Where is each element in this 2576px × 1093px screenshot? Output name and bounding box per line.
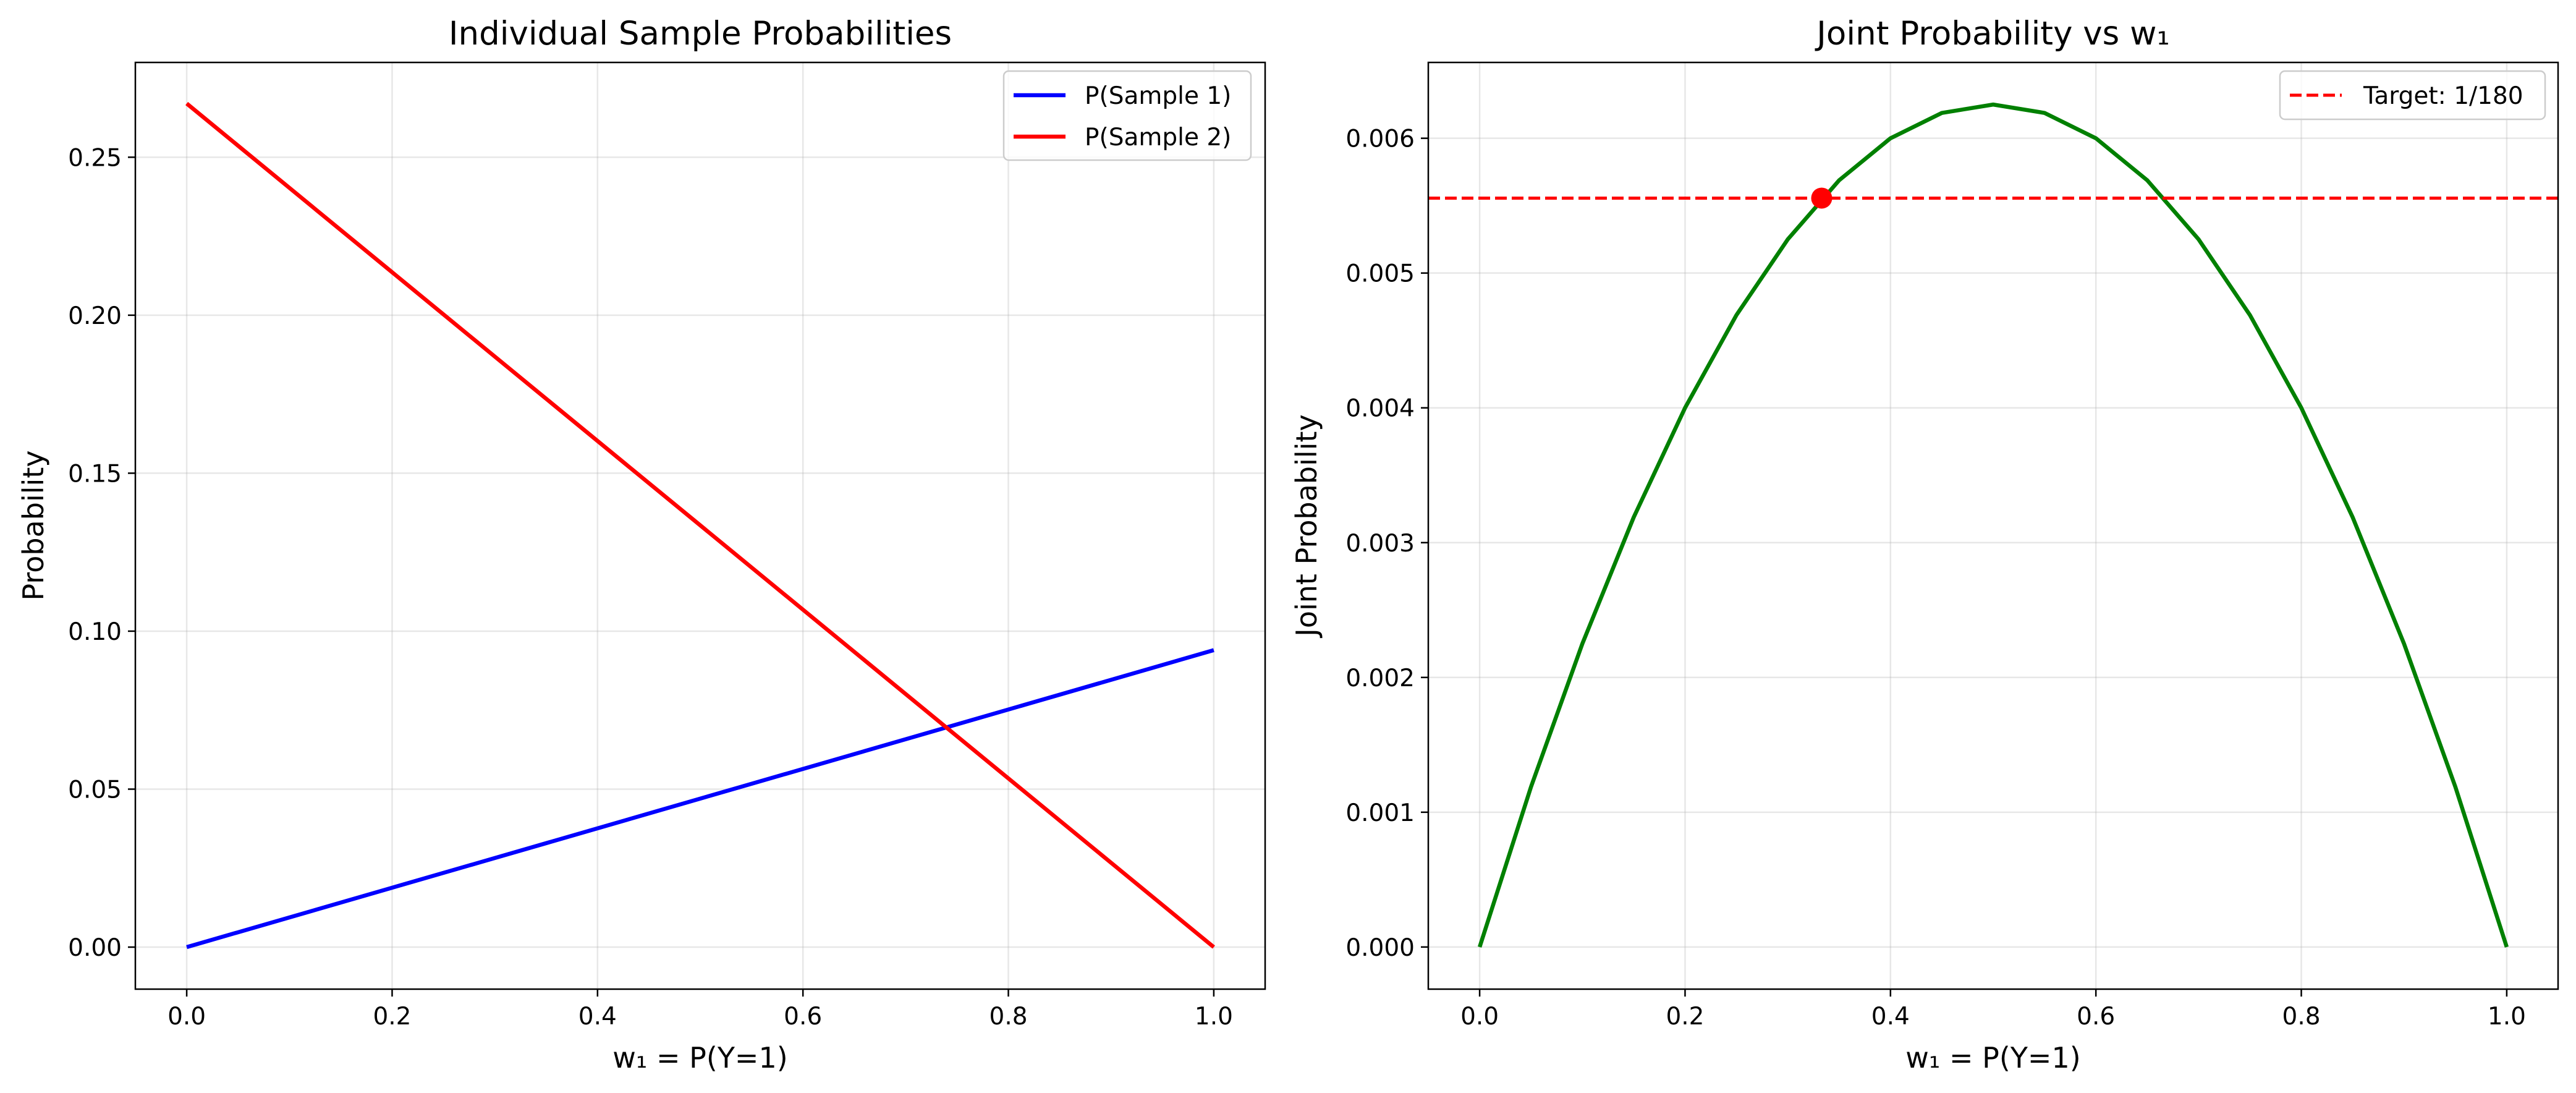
right-x-tick-label: 0.2 [1666, 1003, 1704, 1031]
right-plot-frame [1427, 61, 2559, 990]
right-x-tick-label: 0.0 [1460, 1003, 1499, 1031]
right-y-ticks: 0.000 0.001 0.002 0.003 0.004 0.005 0.006 [1345, 125, 1428, 962]
left-x-tick-label: 0.2 [373, 1003, 411, 1031]
left-chart-title: Individual Sample Probabilities [449, 15, 952, 53]
right-y-tick-label: 0.006 [1345, 125, 1415, 153]
right-x-tick-label: 0.8 [2282, 1003, 2321, 1031]
left-x-ticks: 0.0 0.2 0.4 0.6 0.8 1.0 [167, 989, 1233, 1031]
right-y-tick-label: 0.004 [1345, 395, 1415, 423]
left-y-tick-label: 0.25 [68, 144, 122, 172]
right-x-tick-label: 0.4 [1871, 1003, 1910, 1031]
left-chart: 0.0 0.2 0.4 0.6 0.8 1.0 0.000.050.100.150.200… [17, 15, 1266, 1074]
left-x-tick-label: 1.0 [1195, 1003, 1233, 1031]
left-y-tick-label: 0.15 [68, 460, 122, 488]
right-y-tick-label: 0.002 [1345, 665, 1415, 692]
left-series-line-1 [186, 648, 1214, 950]
left-y-axis-label: Probability [17, 450, 50, 600]
left-series-line-2 [185, 101, 1215, 949]
left-x-tick-label: 0.0 [167, 1003, 206, 1031]
left-y-ticks: 0.00 0.05 0.10 0.15 0.20 0.25 [68, 144, 135, 962]
left-y-tick-label: 0.05 [68, 776, 122, 804]
right-x-axis-label: w₁ = P(Y=1) [1905, 1041, 2080, 1074]
left-legend: P(Sample 1) P(Sample 2) [1002, 70, 1252, 161]
left-x-axis-label: w₁ = P(Y=1) [612, 1041, 787, 1074]
right-grid [1428, 62, 2558, 989]
left-series-layer [185, 101, 1215, 950]
right-legend-label-target: Target: 1/180 [2363, 82, 2523, 110]
right-series-layer [1428, 102, 2558, 948]
left-x-tick-label: 0.6 [784, 1003, 822, 1031]
right-intersection-point [1811, 187, 1832, 209]
left-x-tick-label: 0.8 [989, 1003, 1028, 1031]
left-y-tick-label: 0.20 [68, 302, 122, 330]
right-y-tick-label: 0.001 [1345, 799, 1415, 827]
left-y-tick-label: 0.10 [68, 618, 122, 646]
right-y-tick-label: 0.000 [1345, 934, 1415, 962]
right-x-tick-label: 1.0 [2488, 1003, 2526, 1031]
left-plot-frame [134, 61, 1266, 990]
right-y-axis-label: Joint Probability [1290, 414, 1323, 638]
right-y-tick-label: 0.003 [1345, 530, 1415, 558]
left-y-tick-label: 0.00 [68, 934, 122, 962]
left-grid [135, 62, 1265, 989]
right-legend: Target: 1/180 [2279, 70, 2546, 121]
right-x-ticks: 0.0 0.2 0.4 0.6 0.8 1.0 [1460, 989, 2526, 1031]
left-legend-label-sample2: P(Sample 2) [1085, 124, 1231, 151]
right-x-tick-label: 0.6 [2077, 1003, 2115, 1031]
right-y-tick-label: 0.005 [1345, 260, 1415, 288]
right-chart: 0.0 0.2 0.4 0.6 0.8 1.0 0.0000.0010.0020.0030… [1290, 15, 2559, 1074]
right-series-line-1 [1477, 102, 2509, 948]
right-chart-title: Joint Probability vs w₁ [1815, 15, 2169, 53]
right-legend-box [2279, 70, 2546, 121]
left-legend-label-sample1: P(Sample 1) [1085, 82, 1231, 110]
left-x-tick-label: 0.4 [578, 1003, 617, 1031]
